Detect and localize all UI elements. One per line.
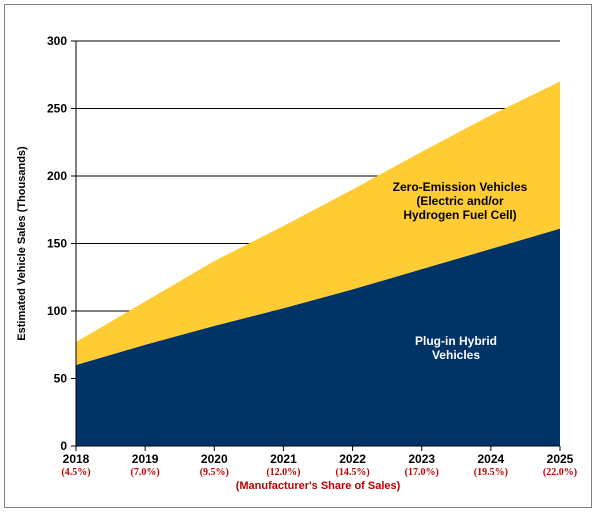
x-tick-label: 2020	[201, 452, 228, 466]
x-tick-sublabel: (22.0%)	[543, 467, 577, 478]
x-axis-title: (Manufacturer's Share of Sales)	[236, 480, 401, 492]
x-tick-label: 2021	[270, 452, 297, 466]
y-tick-labels: 0 50 100 150 200 250 300	[47, 34, 67, 453]
x-tick-sublabel: (17.0%)	[405, 467, 439, 478]
y-axis-title: Estimated Vehicle Sales (Thousands)	[16, 146, 28, 341]
y-tick-label: 300	[47, 34, 67, 48]
x-tick-sublabel: (14.5%)	[335, 467, 369, 478]
x-tick-label: 2019	[132, 452, 159, 466]
axes	[71, 40, 561, 451]
x-tick-sublabel: (12.0%)	[266, 467, 300, 478]
x-tick-label: 2023	[408, 452, 435, 466]
series-label-2: Zero-Emission Vehicles (Electric and/or Hy…	[393, 180, 528, 222]
series-label-line: (Electric and/or	[416, 194, 504, 208]
y-tick-label: 0	[60, 439, 67, 453]
series-label-line: Hydrogen Fuel Cell)	[403, 208, 516, 222]
x-tick-label: 2018	[63, 452, 90, 466]
area-series-2	[76, 81, 560, 365]
series-label-1: Plug-in Hybrid Vehicles	[415, 334, 497, 362]
area-series-1	[76, 228, 560, 446]
x-tick-labels: 2018(4.5%) 2019(7.0%) 2020(9.5%) 2021(12.0%…	[61, 452, 577, 478]
x-tick-label: 2025	[547, 452, 574, 466]
y-tick-label: 100	[47, 304, 67, 318]
area-series	[76, 81, 560, 446]
y-tick-label: 150	[47, 237, 67, 251]
series-label-line: Vehicles	[432, 348, 480, 362]
series-label-line: Plug-in Hybrid	[415, 334, 497, 348]
series-labels: Plug-in Hybrid Vehicles Zero-Emission Vehi…	[393, 180, 528, 362]
x-tick-label: 2024	[478, 452, 505, 466]
y-tick-label: 200	[47, 169, 67, 183]
x-tick-sublabel: (9.5%)	[200, 467, 229, 478]
x-tick-sublabel: (4.5%)	[61, 467, 90, 478]
series-label-line: Zero-Emission Vehicles	[393, 180, 528, 194]
y-tick-label: 250	[47, 102, 67, 116]
y-tick-label: 50	[54, 372, 68, 386]
x-tick-label: 2022	[339, 452, 366, 466]
x-tick-sublabel: (7.0%)	[131, 467, 160, 478]
x-tick-sublabel: (19.5%)	[474, 467, 508, 478]
